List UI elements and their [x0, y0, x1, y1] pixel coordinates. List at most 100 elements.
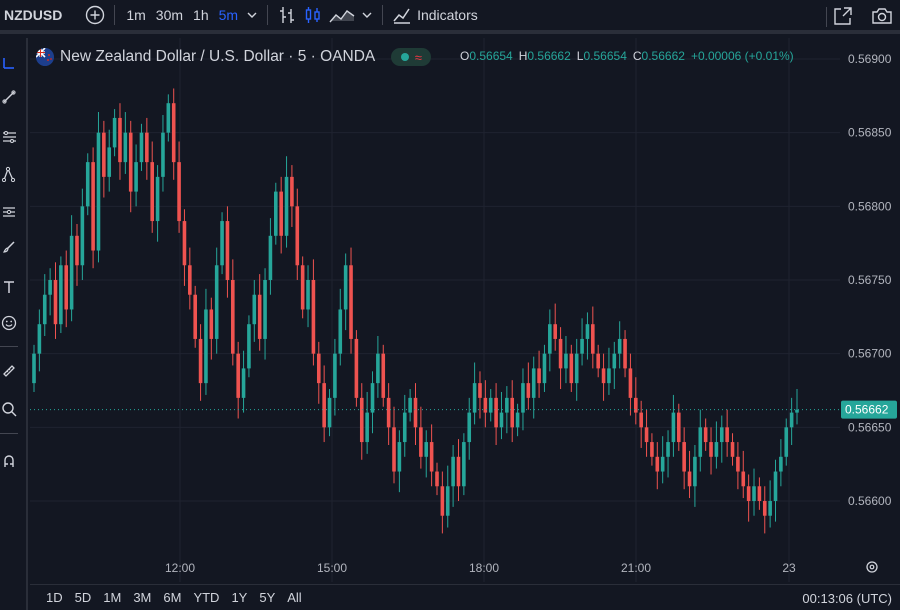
candles: [32, 88, 799, 534]
chevron-down-icon[interactable]: [358, 2, 376, 28]
candle-body: [386, 397, 391, 428]
range-1y-button[interactable]: 1Y: [231, 590, 248, 605]
candle-body: [531, 368, 536, 398]
market-status-badge[interactable]: ≈: [391, 48, 432, 66]
candle-body: [118, 117, 122, 163]
range-ytd-button[interactable]: YTD: [193, 590, 220, 605]
candle-body: [37, 324, 42, 354]
candle-body: [521, 383, 525, 413]
candle-body: [650, 442, 654, 457]
candle-body: [376, 353, 380, 384]
candle-body: [730, 442, 735, 457]
utc-clock[interactable]: 00:13:06 (UTC): [802, 591, 892, 606]
indicators-button[interactable]: Indicators: [417, 7, 478, 23]
candle-body: [666, 442, 670, 457]
candle-body: [709, 442, 713, 457]
open-label: O: [460, 49, 470, 63]
range-1d-button[interactable]: 1D: [46, 590, 63, 605]
magnet-icon[interactable]: [0, 450, 18, 472]
ohlc-values: O0.56654 H0.56662 L0.56654 C0.56662 +0.0…: [460, 49, 794, 63]
candle-body: [612, 353, 617, 369]
projection-icon[interactable]: [0, 201, 18, 223]
candle-body: [542, 353, 547, 384]
candle-body: [349, 265, 353, 339]
candle-body: [193, 294, 197, 339]
candle-body: [408, 397, 412, 413]
range-5d-button[interactable]: 5D: [74, 590, 92, 605]
candle-body: [53, 280, 58, 325]
candle-body: [660, 456, 665, 472]
candle-body: [171, 103, 176, 163]
zoom-in-icon[interactable]: [0, 398, 18, 420]
camera-snapshot-icon[interactable]: [869, 3, 895, 29]
emoji-icon[interactable]: [0, 312, 18, 334]
candles-chart-type-icon[interactable]: [300, 2, 326, 28]
candle-body: [429, 442, 434, 472]
pattern-icon[interactable]: [0, 163, 18, 185]
candle-body: [784, 427, 789, 457]
axis-settings-icon: [866, 561, 878, 573]
ruler-icon[interactable]: [0, 360, 18, 382]
candle-body: [257, 294, 262, 339]
candle-body: [623, 338, 627, 369]
interval-30m-button[interactable]: 30m: [155, 7, 184, 23]
candle-body: [273, 191, 278, 236]
candle-body: [601, 368, 606, 384]
candle-body: [80, 206, 85, 266]
candle-body: [445, 486, 450, 516]
interval-1m-button[interactable]: 1m: [126, 7, 146, 23]
time-tick-label: 18:00: [469, 561, 499, 575]
interval-5m-button[interactable]: 5m: [218, 7, 239, 23]
candle-body: [725, 427, 729, 443]
candle-body: [714, 442, 719, 457]
chart-symbol-title[interactable]: New Zealand Dollar / U.S. Dollar · 5 · O…: [60, 48, 376, 65]
candle-body: [359, 397, 364, 443]
candle-body: [311, 280, 316, 354]
range-6m-button[interactable]: 6M: [163, 590, 182, 605]
candle-body: [150, 162, 155, 222]
area-chart-type-icon[interactable]: [326, 2, 358, 28]
indicators-icon[interactable]: [389, 2, 415, 28]
candle-body: [128, 132, 133, 192]
candle-body: [746, 486, 751, 501]
interval-1h-button[interactable]: 1h: [193, 7, 209, 23]
candle-body: [762, 501, 767, 516]
toolbar-divider: [114, 5, 116, 25]
crosshair-icon[interactable]: [0, 52, 18, 74]
high-label: H: [518, 49, 528, 63]
candle-body: [188, 265, 192, 295]
fib-retracement-icon[interactable]: [0, 126, 18, 148]
time-tick-label: 21:00: [621, 561, 651, 575]
top-toolbar: NZDUSD 1m 30m 1h 5m Indicators: [0, 0, 900, 34]
nzd-flag-icon: [36, 48, 54, 66]
candle-body: [526, 383, 531, 398]
range-all-button[interactable]: All: [287, 590, 302, 605]
candle-body: [693, 456, 697, 487]
text-tool-icon[interactable]: [0, 276, 18, 298]
candle-body: [268, 235, 273, 280]
candle-body: [333, 353, 337, 398]
range-3m-button[interactable]: 3M: [133, 590, 152, 605]
symbol-search-button[interactable]: NZDUSD: [4, 7, 63, 23]
candle-body: [607, 368, 611, 384]
drawing-toolbar: [0, 38, 28, 610]
candle-body: [682, 442, 686, 472]
bar-chart-type-icon[interactable]: [274, 2, 300, 28]
chevron-down-icon[interactable]: [243, 2, 261, 28]
candle-body: [741, 471, 746, 487]
candle-body: [247, 324, 251, 369]
candle-body: [392, 427, 396, 472]
brush-icon[interactable]: [0, 236, 18, 258]
candle-body: [736, 456, 740, 472]
range-1m-button[interactable]: 1M: [103, 590, 122, 605]
range-5y-button[interactable]: 5Y: [259, 590, 276, 605]
trend-line-icon[interactable]: [0, 86, 18, 108]
candle-body: [472, 383, 477, 413]
candle-body: [494, 397, 498, 428]
candle-body: [505, 397, 509, 413]
fullscreen-icon[interactable]: [830, 3, 856, 29]
time-tick-label: 15:00: [317, 561, 347, 575]
compare-add-icon[interactable]: [82, 2, 108, 28]
candle-body: [166, 103, 171, 133]
